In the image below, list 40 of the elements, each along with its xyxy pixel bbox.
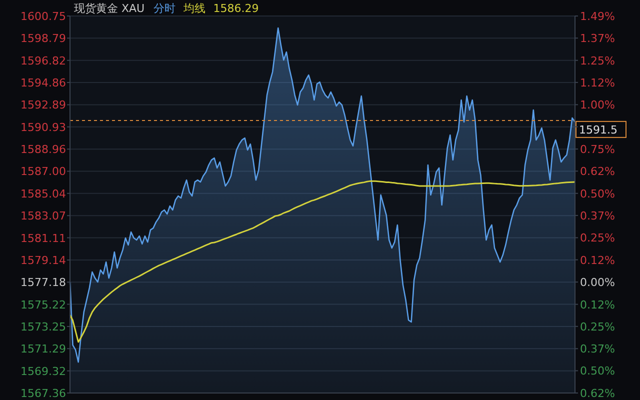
y-tick-label: 1600.75 (20, 10, 66, 23)
y2-tick-label: 0.62% (580, 165, 615, 178)
y-tick-label: 1573.25 (20, 320, 66, 334)
y-tick-label: 1577.18 (20, 276, 66, 290)
text: 均线 (182, 2, 206, 15)
y2-tick-label: 0.25% (580, 232, 615, 245)
y-tick-label: 1598.79 (20, 32, 66, 46)
y-tick-label: 1567.36 (20, 387, 66, 400)
y2-tick-label: 0.12% (580, 298, 615, 312)
y-tick-label: 1583.07 (20, 210, 66, 223)
text: 1586.29 (213, 2, 259, 15)
y2-tick-label: 1.37% (580, 32, 615, 46)
y2-tick-label: 0.25% (580, 320, 615, 334)
y2-tick-label: 0.50% (580, 187, 615, 200)
y-tick-label: 1569.32 (20, 364, 66, 378)
y-tick-label: 1596.82 (20, 54, 66, 68)
y2-tick-label: 0.00% (580, 276, 615, 290)
y2-tick-label: 0.50% (580, 364, 615, 378)
y-tick-label: 1594.86 (20, 76, 66, 90)
y-tick-label: 1571.29 (20, 342, 66, 356)
y-tick-label: 1579.14 (20, 254, 66, 267)
y-tick-label: 1587.00 (20, 165, 66, 178)
ref-line-label: 1591.5 (579, 123, 618, 136)
y2-tick-label: 1.12% (580, 76, 615, 90)
y-tick-label: 1588.96 (20, 143, 66, 156)
y2-tick-label: 1.00% (580, 98, 615, 112)
y-tick-label: 1590.93 (20, 120, 66, 134)
y-tick-label: 1581.11 (20, 232, 66, 245)
y2-tick-label: 1.49% (580, 10, 615, 23)
y2-tick-label: 0.37% (580, 342, 615, 356)
y-tick-label: 1585.04 (20, 187, 66, 200)
chart-title: 现货黄金 XAU (74, 2, 145, 15)
y2-tick-label: 0.37% (580, 209, 615, 222)
y-tick-label: 1592.89 (20, 98, 66, 112)
y2-tick-label: 0.75% (580, 143, 615, 156)
y-tick-label: 1575.22 (20, 298, 66, 312)
y2-tick-label: 1.25% (580, 54, 615, 68)
y2-tick-label: 0.12% (580, 254, 615, 267)
text: 分时 (153, 2, 176, 15)
y2-tick-label: 0.62% (580, 387, 615, 400)
